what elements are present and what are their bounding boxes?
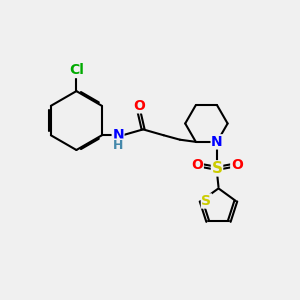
Text: O: O: [191, 158, 203, 172]
Text: Cl: Cl: [69, 64, 84, 77]
Text: S: S: [201, 194, 212, 208]
Text: S: S: [212, 161, 223, 176]
Text: H: H: [113, 139, 123, 152]
Text: N: N: [112, 128, 124, 142]
Text: N: N: [211, 135, 223, 149]
Text: O: O: [231, 158, 243, 172]
Text: O: O: [133, 99, 145, 113]
